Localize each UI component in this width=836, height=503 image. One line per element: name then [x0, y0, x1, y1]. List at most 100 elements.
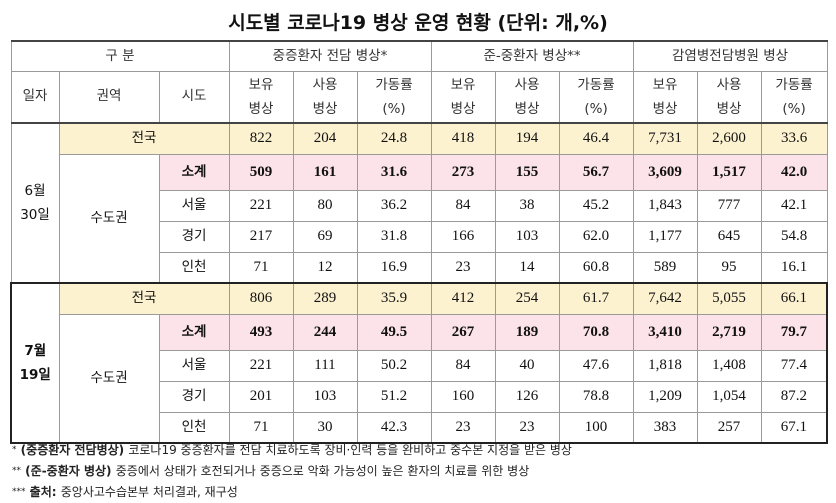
header-date: 일자	[10, 70, 60, 124]
value-cell: 33.6	[760, 122, 828, 155]
value-cell: 24.8	[356, 122, 432, 155]
value-cell: 62.0	[558, 220, 634, 253]
value-cell: 777	[696, 189, 762, 222]
header-gubun: 구 분	[10, 40, 230, 72]
footnote-line: * (중증환자 전담병상) 코로나19 중증환자를 전담 치료하도록 장비·인력…	[12, 440, 832, 461]
table-row: 수도권 소계 493 244 49.5 267 189 70.8 3,410 2,719 79.7	[11, 313, 829, 444]
header-infectious-hospital-beds: 감염병전담병원 병상	[632, 40, 828, 72]
value-cell: 418	[430, 122, 496, 155]
bed-status-table: 구 분 중증환자 전담 병상* 준-중환자 병상** 감염병전담병원 병상 일자…	[10, 40, 829, 444]
value-cell: 42.0	[760, 153, 828, 191]
footnote-line: ** (준-중환자 병상) 중증에서 상태가 호전되거나 중증으로 악화 가능성…	[12, 461, 832, 482]
value-cell: 36.2	[356, 189, 432, 222]
row-label-sido: 인천	[158, 411, 230, 444]
value-cell: 3,609	[632, 153, 698, 191]
header-use-1: 사용 병상	[292, 70, 358, 124]
value-cell: 189	[494, 313, 560, 351]
row-label-subtotal: 소계	[158, 153, 230, 191]
value-cell: 493	[228, 313, 294, 351]
value-cell: 289	[292, 282, 358, 315]
header-region: 권역	[58, 70, 160, 124]
date-cell: 7월 19일	[10, 282, 60, 444]
region-cell: 수도권	[58, 153, 160, 284]
header-sido: 시도	[158, 70, 230, 124]
header-hold-3: 보유 병상	[632, 70, 698, 124]
table-row: 경기 201 103 51.2 160 126 78.8 1,209 1,054 87.2	[11, 380, 829, 413]
header-rate-3: 가동률 (%)	[760, 70, 828, 124]
value-cell: 31.6	[356, 153, 432, 191]
value-cell: 5,055	[696, 282, 762, 315]
value-cell: 38	[494, 189, 560, 222]
value-cell: 1,209	[632, 380, 698, 413]
value-cell: 1,843	[632, 189, 698, 222]
value-cell: 267	[430, 313, 496, 351]
value-cell: 1,408	[696, 349, 762, 382]
header-use-3: 사용 병상	[696, 70, 762, 124]
footnote-term: 출처:	[25, 485, 61, 499]
value-cell: 70.8	[558, 313, 634, 351]
value-cell: 160	[430, 380, 496, 413]
value-cell: 45.2	[558, 189, 634, 222]
value-cell: 50.2	[356, 349, 432, 382]
value-cell: 273	[430, 153, 496, 191]
footnote-text: 중앙사고수습본부 처리결과, 재구성	[60, 485, 238, 499]
table-row: 수도권 소계 509 161 31.6 273 155 56.7 3,609 1,517 42.0	[11, 153, 828, 284]
value-cell: 194	[494, 122, 560, 155]
table-row: 6월 30일 전국 822 204 24.8 418 194 46.4 7,731 2,600 33.…	[10, 122, 828, 284]
value-cell: 31.8	[356, 220, 432, 253]
value-cell: 221	[228, 189, 294, 222]
value-cell: 51.2	[356, 380, 432, 413]
value-cell: 77.4	[760, 349, 829, 382]
value-cell: 78.8	[558, 380, 634, 413]
value-cell: 79.7	[760, 313, 829, 351]
footnote-text: 코로나19 중증환자를 전담 치료하도록 장비·인력 등을 완비하고 중수본 지…	[128, 443, 572, 457]
value-cell: 40	[494, 349, 560, 382]
footnote-term: (준-중환자 병상)	[21, 464, 116, 478]
value-cell: 67.1	[760, 411, 829, 444]
value-cell: 155	[494, 153, 560, 191]
value-cell: 111	[292, 349, 358, 382]
date-cell: 6월 30일	[10, 122, 60, 284]
value-cell: 12	[292, 251, 358, 284]
value-cell: 509	[228, 153, 294, 191]
table-row: 인천 71 30 42.3 23 23 100 383 257 67.1	[11, 411, 829, 444]
value-cell: 589	[632, 251, 698, 284]
header-semi-severe-beds: 준-중환자 병상**	[430, 40, 634, 72]
table-row: 인천 71 12 16.9 23 14 60.8 589 95 16.1	[11, 251, 828, 284]
value-cell: 80	[292, 189, 358, 222]
footnote-line: *** 출처: 중앙사고수습본부 처리결과, 재구성	[12, 482, 832, 503]
value-cell: 100	[558, 411, 634, 444]
value-cell: 3,410	[632, 313, 698, 351]
value-cell: 126	[494, 380, 560, 413]
value-cell: 61.7	[558, 282, 634, 315]
value-cell: 30	[292, 411, 358, 444]
footnote-text: 중증에서 상태가 호전되거나 중증으로 악화 가능성이 높은 환자의 치료를 위…	[115, 464, 530, 478]
value-cell: 23	[430, 411, 496, 444]
value-cell: 201	[228, 380, 294, 413]
value-cell: 16.1	[760, 251, 828, 284]
value-cell: 7,642	[632, 282, 698, 315]
row-label-sido: 서울	[158, 189, 230, 222]
footnote-mark: *	[12, 445, 17, 455]
value-cell: 95	[696, 251, 762, 284]
value-cell: 1,177	[632, 220, 698, 253]
value-cell: 383	[632, 411, 698, 444]
value-cell: 166	[430, 220, 496, 253]
value-cell: 56.7	[558, 153, 634, 191]
header-rate-1: 가동률 (%)	[356, 70, 432, 124]
value-cell: 16.9	[356, 251, 432, 284]
value-cell: 645	[696, 220, 762, 253]
value-cell: 66.1	[760, 282, 829, 315]
value-cell: 7,731	[632, 122, 698, 155]
value-cell: 2,600	[696, 122, 762, 155]
value-cell: 1,517	[696, 153, 762, 191]
row-label-sido: 경기	[158, 220, 230, 253]
value-cell: 161	[292, 153, 358, 191]
value-cell: 103	[292, 380, 358, 413]
value-cell: 46.4	[558, 122, 634, 155]
value-cell: 54.8	[760, 220, 828, 253]
region-cell: 수도권	[58, 313, 160, 444]
table-row: 7월 19일 전국 806 289 35.9 412 254 61.7 7,642 5,055 66.…	[10, 282, 829, 444]
value-cell: 2,719	[696, 313, 762, 351]
value-cell: 60.8	[558, 251, 634, 284]
